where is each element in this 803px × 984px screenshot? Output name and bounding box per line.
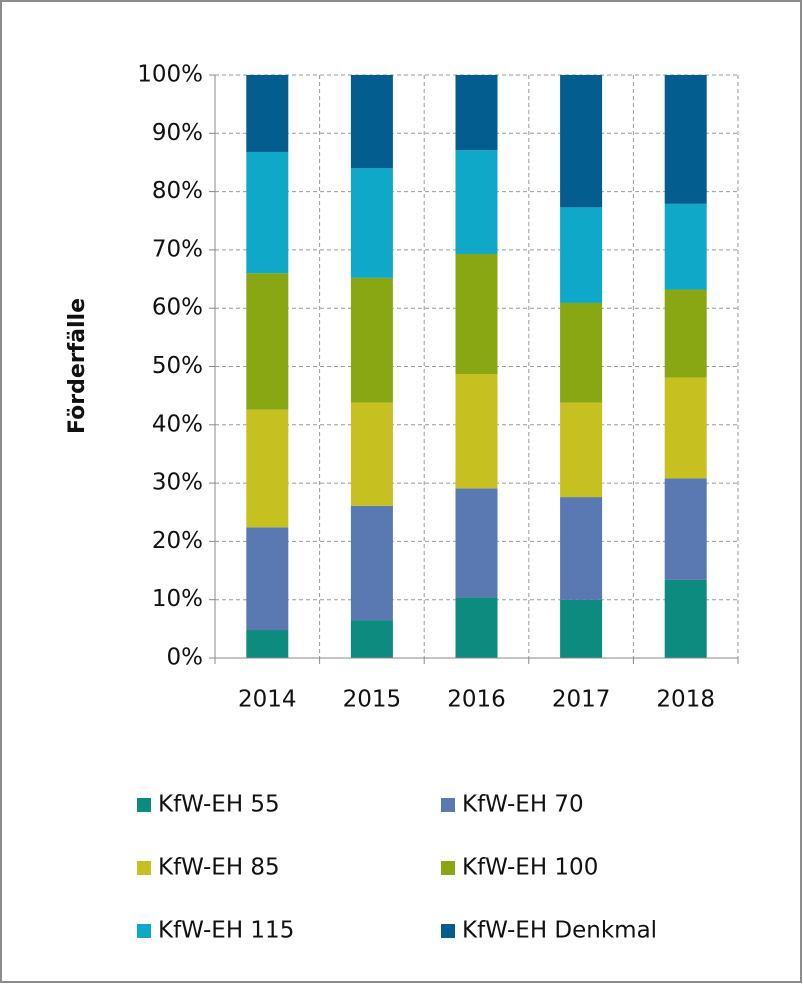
legend-swatch	[137, 861, 151, 875]
legend-swatch	[137, 798, 151, 812]
y-tick-label: 80%	[152, 178, 203, 204]
bar-segment	[350, 168, 393, 278]
bar-segment	[560, 497, 603, 600]
y-tick-label: 0%	[167, 645, 204, 671]
bar-segment	[455, 374, 498, 489]
bar-segment	[560, 302, 603, 403]
bar-segment	[560, 599, 603, 658]
bar-segment	[455, 253, 498, 375]
legend-label: KfW-EH 70	[462, 792, 584, 818]
x-tick-label: 2015	[343, 687, 402, 713]
bar-segment	[455, 597, 498, 658]
y-axis-label: Förderfälle	[65, 298, 90, 434]
bar-segment	[560, 207, 603, 303]
bar-segment	[455, 75, 498, 151]
bar-segment	[246, 409, 289, 528]
bar-segment	[350, 75, 393, 169]
bar-segment	[664, 203, 707, 290]
bar-segment	[350, 620, 393, 658]
y-tick-label: 10%	[152, 586, 203, 612]
legend-label: KfW-EH Denkmal	[462, 918, 657, 944]
bar-segment	[246, 273, 289, 410]
bar-segment	[350, 277, 393, 403]
bar-segment	[246, 151, 289, 274]
bar-segment	[664, 377, 707, 479]
legend-label: KfW-EH 55	[158, 792, 280, 818]
y-tick-label: 100%	[137, 62, 203, 88]
x-tick-label: 2016	[447, 687, 506, 713]
y-tick-label: 90%	[152, 120, 203, 146]
legend-swatch	[441, 924, 455, 938]
bar-segment	[664, 289, 707, 378]
bar-segment	[560, 75, 603, 208]
y-tick-label: 60%	[152, 295, 203, 321]
x-tick-label: 2018	[656, 687, 715, 713]
legend-label: KfW-EH 115	[158, 918, 294, 944]
y-tick-label: 20%	[152, 528, 203, 554]
bar-segment	[560, 402, 603, 498]
legend-swatch	[137, 924, 151, 938]
legend-label: KfW-EH 85	[158, 855, 280, 881]
bar-segment	[246, 630, 289, 658]
y-tick-label: 70%	[152, 236, 203, 262]
bar-segment	[455, 150, 498, 254]
y-tick-label: 40%	[152, 411, 203, 437]
bar-segment	[246, 75, 289, 152]
bar-segment	[350, 505, 393, 621]
legend-swatch	[441, 861, 455, 875]
x-tick-label: 2014	[238, 687, 297, 713]
bar-segment	[455, 488, 498, 598]
bar-segment	[664, 478, 707, 580]
bar-segment	[350, 402, 393, 506]
y-tick-label: 50%	[152, 353, 203, 379]
legend-label: KfW-EH 100	[462, 855, 598, 881]
legend-swatch	[441, 798, 455, 812]
bar-segment	[664, 579, 707, 658]
y-tick-label: 30%	[152, 470, 203, 496]
x-tick-label: 2017	[552, 687, 611, 713]
bar-segment	[246, 527, 289, 631]
bar-segment	[664, 75, 707, 204]
